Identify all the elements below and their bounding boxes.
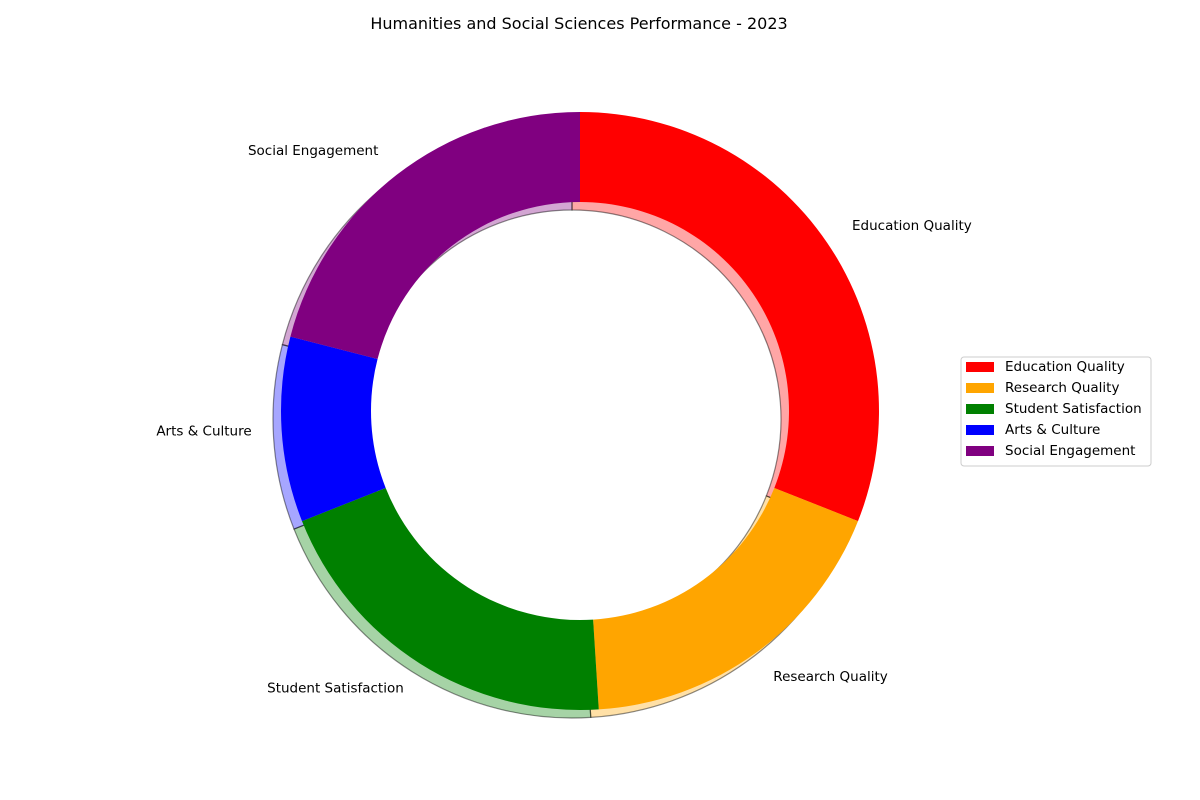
slice-social-engagement (290, 111, 580, 360)
slice-label-research-quality: Research Quality (773, 669, 887, 685)
legend-label-arts-and-culture: Arts & Culture (1005, 422, 1100, 438)
chart-title: Humanities and Social Sciences Performan… (370, 14, 787, 33)
slice-label-social-engagement: Social Engagement (248, 143, 378, 159)
slice-arts-and-culture (280, 336, 386, 522)
legend-label-student-satisfaction: Student Satisfaction (1005, 401, 1142, 417)
legend-swatch-education-quality (966, 362, 994, 372)
legend-swatch-research-quality (966, 383, 994, 393)
legend-label-education-quality: Education Quality (1005, 359, 1125, 375)
legend: Education Quality Research Quality Student… (960, 356, 1152, 467)
slice-student-satisfaction (302, 487, 599, 710)
slice-education-quality (580, 112, 879, 522)
slice-label-arts-and-culture: Arts & Culture (156, 424, 251, 440)
legend-swatch-student-satisfaction (966, 404, 994, 414)
legend-swatch-arts-and-culture (966, 425, 994, 435)
slice-label-education-quality: Education Quality (852, 218, 972, 234)
labels-layer: Education Quality Research Quality Student… (156, 143, 971, 697)
legend-items: Education Quality Research Quality Student… (966, 359, 1142, 459)
legend-swatch-social-engagement (966, 446, 994, 456)
legend-frame (960, 356, 1152, 467)
legend-label-social-engagement: Social Engagement (1005, 443, 1135, 459)
slices-layer (280, 111, 879, 710)
slice-label-student-satisfaction: Student Satisfaction (267, 681, 404, 697)
legend-label-research-quality: Research Quality (1005, 380, 1119, 396)
slice-research-quality (593, 487, 858, 710)
